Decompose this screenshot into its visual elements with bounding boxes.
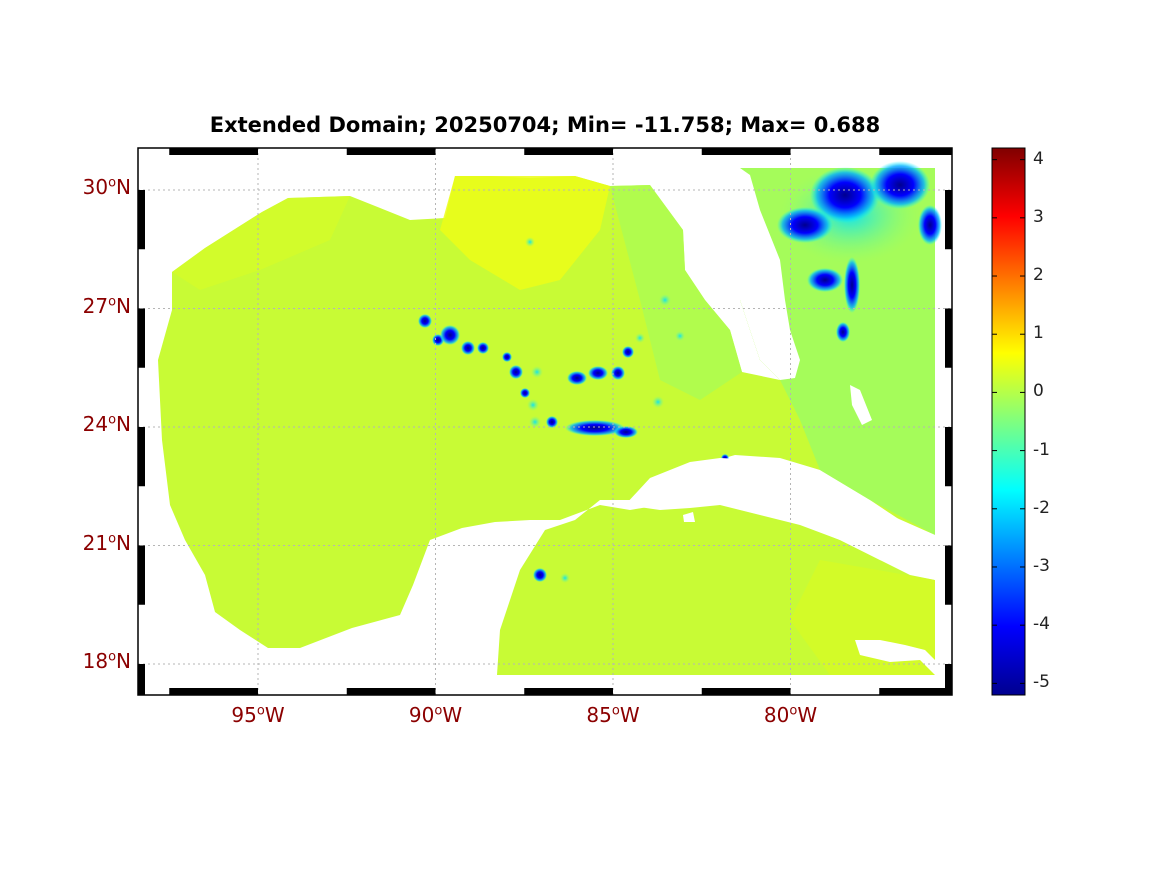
frame-segment bbox=[169, 688, 258, 695]
atlantic-eddy-7 bbox=[836, 322, 850, 342]
frame-segment bbox=[524, 688, 613, 695]
map-frame-bars bbox=[138, 148, 952, 695]
lon-tick-label: 90oW bbox=[408, 703, 463, 727]
colorbar-tick-label: -5 bbox=[1033, 672, 1050, 693]
frame-segment bbox=[169, 148, 258, 155]
hispaniola-land bbox=[855, 640, 935, 675]
frame-segment bbox=[346, 688, 436, 695]
frame-segment bbox=[945, 664, 952, 695]
lat-tick-label: 21oN bbox=[82, 530, 131, 555]
colorbar-tick-label: 0 bbox=[1033, 381, 1044, 402]
frame-segment bbox=[138, 190, 145, 250]
florida-land bbox=[740, 168, 800, 380]
atlantic-eddy-5 bbox=[807, 268, 843, 292]
frame-segment bbox=[879, 688, 952, 695]
lon-tick-label: 95oW bbox=[231, 703, 285, 727]
colorbar-tick-label: 4 bbox=[1033, 148, 1044, 169]
atlantic-green bbox=[740, 168, 935, 535]
frame-segment bbox=[701, 148, 791, 155]
frame-segment bbox=[945, 190, 952, 250]
map-title: Extended Domain; 20250704; Min= -11.758;… bbox=[209, 113, 881, 137]
lon-tick-label: 80oW bbox=[763, 703, 818, 727]
colorbar bbox=[991, 147, 1026, 696]
map-grid bbox=[138, 148, 952, 695]
lat-tick-label: 18oN bbox=[82, 649, 131, 673]
frame-segment bbox=[138, 427, 145, 487]
east-gulf-green bbox=[610, 185, 742, 400]
colorbar-tick-label: -2 bbox=[1033, 497, 1050, 518]
atlantic-eddy-6 bbox=[844, 257, 860, 313]
frame-segment bbox=[945, 545, 952, 605]
colorbar-ticks bbox=[992, 159, 1025, 684]
frame-segment bbox=[346, 148, 436, 155]
frame-segment bbox=[138, 308, 145, 368]
atlantic-eddy-4 bbox=[918, 205, 942, 245]
atlantic-eddy-3 bbox=[777, 207, 833, 243]
atlantic-eddy-2 bbox=[870, 161, 930, 209]
cuba-land bbox=[625, 458, 935, 580]
frame-segment bbox=[138, 545, 145, 605]
colorbar-tick-label: 1 bbox=[1033, 323, 1044, 344]
frame-segment bbox=[138, 664, 145, 695]
colorbar-tick-label: -3 bbox=[1033, 555, 1050, 576]
frame-segment bbox=[945, 308, 952, 368]
lat-tick-label: 30oN bbox=[82, 175, 131, 199]
lat-tick-label: 24oN bbox=[82, 412, 131, 436]
data-field bbox=[158, 161, 942, 675]
lon-tick-label: 85oW bbox=[586, 703, 640, 727]
island-small-1 bbox=[683, 512, 695, 522]
frame-segment bbox=[701, 688, 791, 695]
gulf-west-shelf bbox=[172, 196, 350, 290]
frame-segment bbox=[945, 427, 952, 487]
atlantic-eddy-1 bbox=[810, 167, 880, 223]
colorbar-tick-label: -4 bbox=[1033, 614, 1050, 635]
frame-segment bbox=[524, 148, 613, 155]
colorbar-tick-label: 3 bbox=[1033, 206, 1044, 227]
bahamas-land bbox=[850, 385, 872, 425]
colorbar-tick-label: -1 bbox=[1033, 439, 1050, 460]
colorbar-tick-label: 2 bbox=[1033, 265, 1044, 286]
lat-tick-label: 27oN bbox=[82, 293, 131, 318]
gulf-shelf bbox=[440, 176, 610, 290]
frame-segment bbox=[879, 148, 952, 155]
